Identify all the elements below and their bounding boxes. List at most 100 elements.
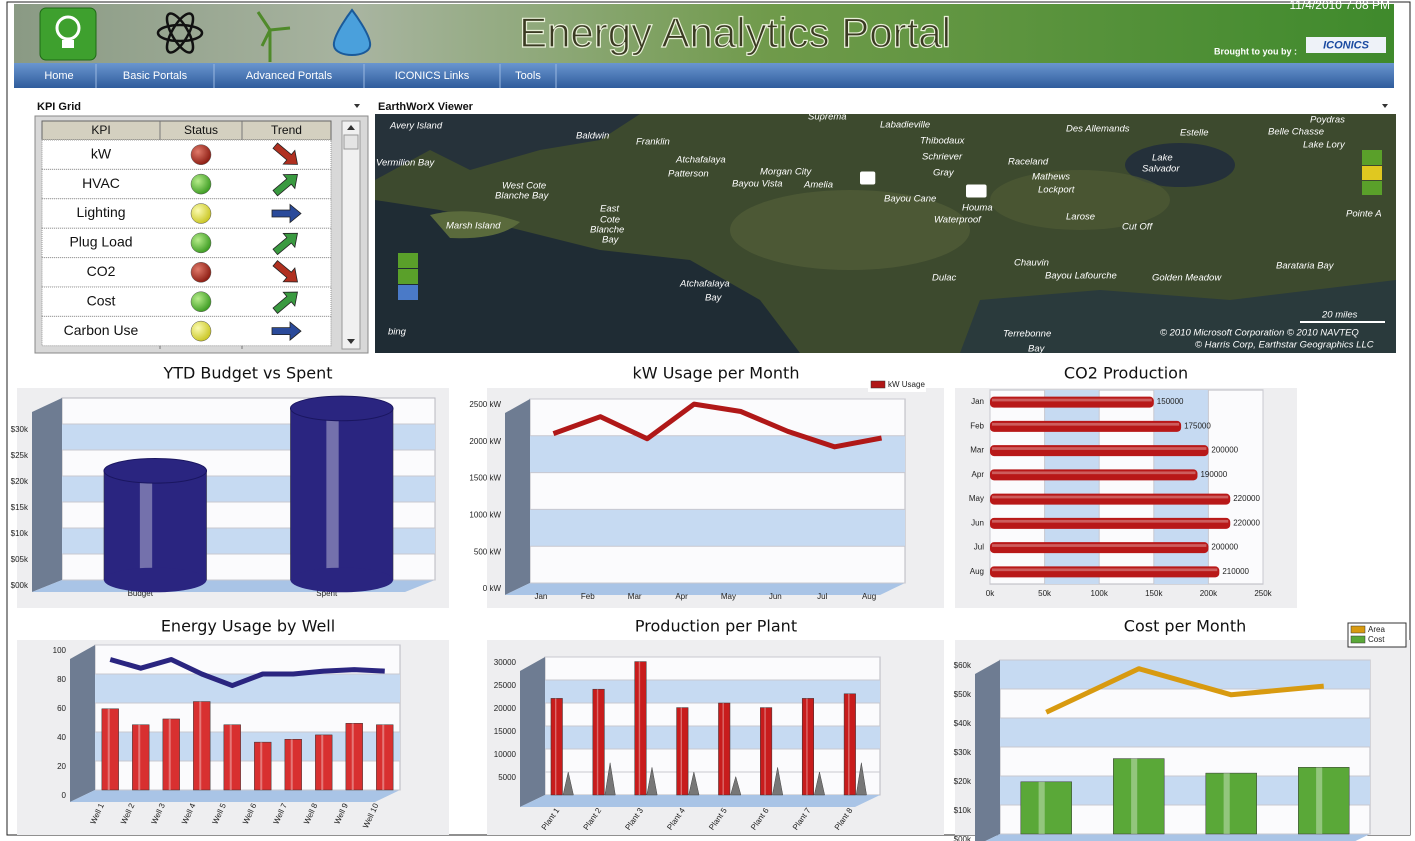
data-label: 200000 [1211, 543, 1238, 552]
legend-swatch [1350, 625, 1366, 634]
bar [1020, 781, 1072, 835]
map-label: Estelle [1180, 128, 1209, 139]
bar-highlight [326, 408, 339, 580]
nav-item[interactable]: ICONICS Links [395, 70, 470, 82]
y-tick-label: 20000 [494, 704, 517, 713]
nav-bar [14, 63, 1394, 88]
y-tick-label: $15k [11, 503, 29, 512]
bar-highlight [992, 568, 1218, 572]
x-tick-label: Aug [862, 592, 876, 601]
y-tick-label: Apr [972, 470, 985, 479]
y-tick-label: 15000 [494, 727, 517, 736]
map-label: Bayou Lafourche [1045, 271, 1117, 282]
map[interactable]: Avery Island Vermilion Bay Baldwin Franklin… [375, 112, 1396, 355]
bar [990, 469, 1198, 481]
nav-item[interactable]: Advanced Portals [246, 70, 333, 82]
bar-highlight [806, 698, 808, 795]
x-tick-label: Jul [817, 592, 827, 601]
data-label: 190000 [1200, 470, 1227, 479]
bar [801, 698, 814, 796]
map-label: Bayou Vista [732, 179, 783, 190]
bar-highlight [290, 739, 293, 790]
map-label: Avery Island [389, 121, 443, 132]
y-tick-label: 60 [57, 704, 66, 713]
bulb-shape [55, 15, 81, 41]
scroll-up[interactable] [347, 125, 355, 130]
bar [676, 707, 689, 796]
bar [254, 741, 272, 791]
data-label: 210000 [1222, 567, 1249, 576]
y-tick-label: $05k [11, 555, 29, 564]
kpi-name: Lighting [76, 204, 125, 220]
y-tick-label: Jun [971, 518, 984, 527]
nav-item[interactable]: Tools [515, 70, 541, 82]
bar-highlight [382, 724, 385, 790]
nav-item[interactable]: Basic Portals [123, 70, 188, 82]
bar [760, 707, 773, 796]
status-light [190, 232, 212, 254]
bar-highlight [992, 398, 1152, 402]
x-tick-label: May [721, 592, 736, 601]
chart-title: Energy Usage by Well [161, 617, 335, 636]
bar-top [289, 395, 394, 422]
grid-band [545, 680, 880, 703]
bar [315, 734, 333, 791]
grid-band [1000, 718, 1370, 747]
bar-highlight [321, 734, 324, 790]
bar-highlight [992, 471, 1196, 475]
dropdown[interactable] [1382, 104, 1388, 108]
scroll-thumb[interactable] [343, 134, 359, 150]
scroll-down[interactable] [347, 339, 355, 344]
y-tick-label: 1500 kW [469, 474, 501, 483]
y-tick-label: $30k [954, 748, 972, 757]
grid-band [1044, 390, 1100, 584]
status-light [190, 262, 212, 283]
chart-title: Production per Plant [635, 617, 797, 636]
bar-highlight [139, 470, 153, 580]
map-label: Baldwin [576, 131, 609, 142]
bar-highlight [638, 661, 641, 795]
kpi-name: kW [91, 145, 112, 161]
chart-title: kW Usage per Month [633, 364, 800, 383]
plot-area [529, 398, 906, 584]
map-label: Atchafalaya [679, 279, 730, 290]
data-label: 220000 [1233, 494, 1260, 503]
cone [813, 771, 825, 796]
map-label: 20 miles [1321, 310, 1358, 321]
map-label: Barataria Bay [1276, 261, 1335, 272]
y-tick-label: $40k [954, 719, 972, 728]
map-label: Suprema [808, 112, 847, 123]
y-tick-label: Mar [970, 446, 984, 455]
status-light [190, 144, 212, 165]
dropdown[interactable] [354, 104, 360, 108]
side-wall [975, 660, 1000, 841]
bar-highlight [107, 708, 110, 790]
floor [505, 583, 905, 595]
map-water [960, 280, 1396, 353]
bar [376, 724, 394, 791]
map-label: Golden Meadow [1152, 273, 1222, 284]
bar [990, 566, 1220, 578]
cone [730, 775, 742, 796]
bar-highlight [351, 723, 354, 790]
scrollbar[interactable] [341, 120, 361, 350]
bar-highlight [1131, 758, 1138, 834]
side-wall [505, 399, 530, 595]
map-label: Gray [933, 168, 955, 179]
bulb-base [62, 40, 74, 48]
trend-arrow [272, 291, 298, 314]
x-tick-label: 250k [1254, 589, 1272, 598]
y-tick-label: 20 [57, 762, 66, 771]
bar-highlight [722, 703, 724, 795]
map-legend-swatch [398, 285, 418, 300]
y-tick-label: $10k [11, 529, 29, 538]
chart-title: CO2 Production [1064, 364, 1188, 383]
nav-item[interactable]: Home [44, 70, 73, 82]
plot-area [989, 389, 1264, 585]
kpi-name: Carbon Use [64, 322, 139, 338]
y-tick-label: $30k [11, 425, 29, 434]
y-tick-label: $00k [954, 835, 972, 841]
map-label: Houma [962, 203, 993, 214]
bar [290, 408, 394, 581]
bar-highlight [554, 698, 557, 795]
